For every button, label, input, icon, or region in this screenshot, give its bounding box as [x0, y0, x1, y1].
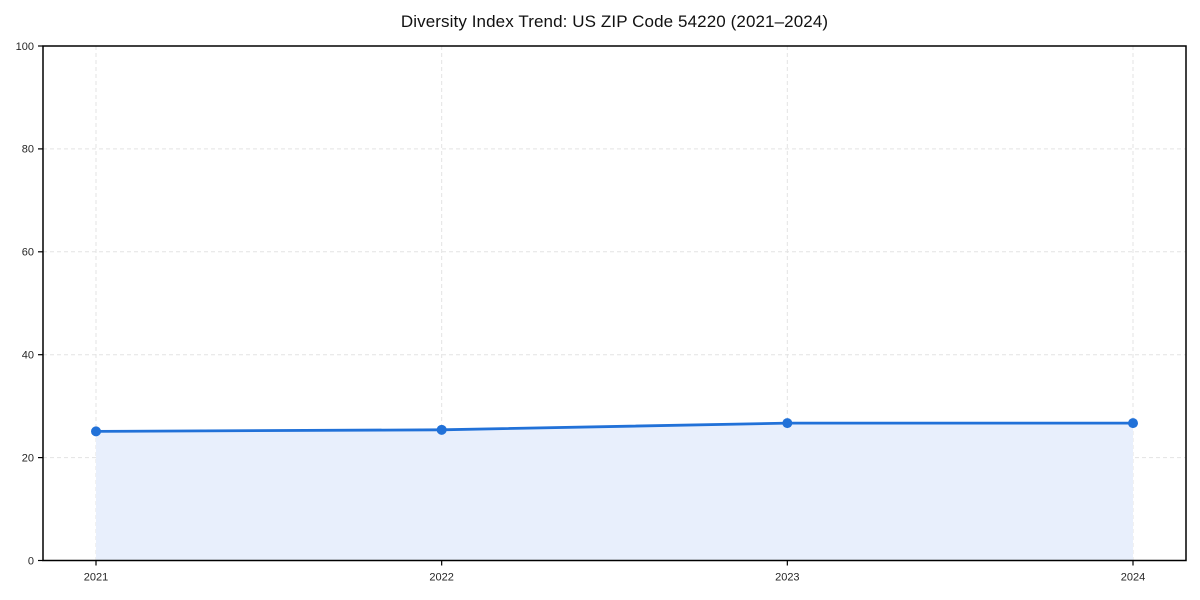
data-point-2023: [782, 418, 793, 429]
x-tick-label: 2024: [1121, 572, 1145, 584]
y-tick-label: 60: [22, 247, 34, 259]
x-tick-label: 2022: [429, 572, 453, 584]
data-point-2022: [436, 424, 447, 435]
x-tick-label: 2023: [775, 572, 799, 584]
x-tick-label: 2021: [84, 572, 108, 584]
data-point-2021: [91, 426, 101, 437]
y-tick-label: 20: [22, 452, 34, 464]
plot-frame: [42, 45, 1187, 562]
series-area-fill: [96, 423, 1133, 561]
data-point-2024: [1128, 418, 1138, 429]
y-tick-label: 100: [16, 41, 34, 53]
y-tick-label: 80: [22, 144, 34, 156]
y-tick-label: 0: [28, 555, 34, 567]
chart-title: Diversity Index Trend: US ZIP Code 54220…: [400, 12, 829, 31]
y-tick-label: 40: [22, 350, 34, 362]
series-line: [94, 421, 1135, 433]
